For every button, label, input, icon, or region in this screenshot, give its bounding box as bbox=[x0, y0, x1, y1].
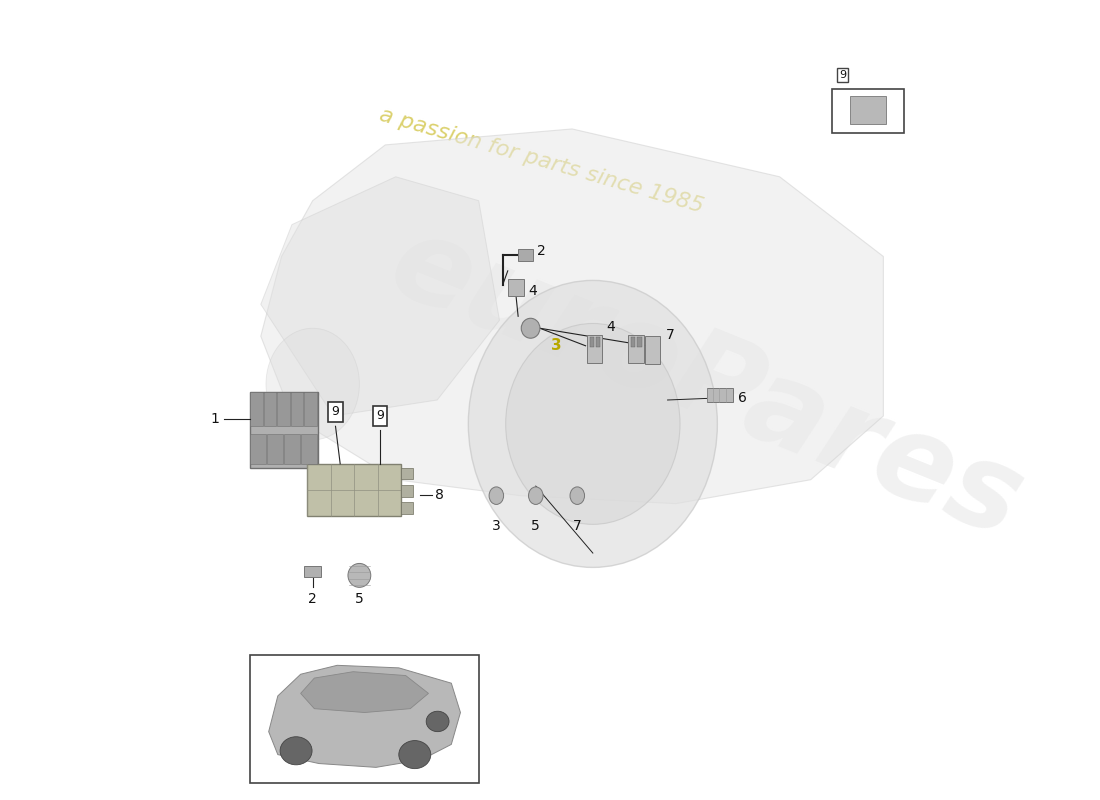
Ellipse shape bbox=[426, 711, 449, 732]
Bar bbox=[638, 337, 641, 346]
Text: a passion for parts since 1985: a passion for parts since 1985 bbox=[376, 105, 705, 217]
Bar bbox=[628, 334, 643, 362]
Text: 2: 2 bbox=[537, 244, 546, 258]
Bar bbox=[596, 337, 601, 346]
Bar bbox=[631, 337, 636, 346]
Bar bbox=[284, 434, 300, 464]
Text: 2: 2 bbox=[308, 592, 317, 606]
Text: 1: 1 bbox=[210, 411, 219, 426]
Bar bbox=[251, 392, 318, 468]
Bar bbox=[518, 249, 532, 262]
Text: 4: 4 bbox=[606, 320, 615, 334]
Polygon shape bbox=[300, 672, 429, 713]
Text: 7: 7 bbox=[666, 328, 674, 342]
Bar bbox=[305, 392, 317, 426]
Text: 3: 3 bbox=[492, 519, 500, 533]
Ellipse shape bbox=[399, 741, 431, 769]
Ellipse shape bbox=[570, 487, 584, 505]
Ellipse shape bbox=[528, 487, 543, 505]
Bar bbox=[400, 485, 414, 497]
Ellipse shape bbox=[280, 737, 312, 765]
Polygon shape bbox=[261, 129, 883, 504]
Text: 7: 7 bbox=[573, 519, 582, 533]
Ellipse shape bbox=[266, 328, 360, 440]
Bar bbox=[645, 336, 660, 364]
Bar bbox=[267, 434, 283, 464]
Text: 3: 3 bbox=[551, 338, 562, 354]
Bar bbox=[277, 392, 290, 426]
Bar bbox=[400, 502, 414, 514]
Bar bbox=[264, 392, 276, 426]
Text: 4: 4 bbox=[528, 284, 537, 298]
Bar bbox=[301, 434, 317, 464]
Ellipse shape bbox=[521, 318, 540, 338]
Bar bbox=[508, 279, 525, 296]
Text: 9: 9 bbox=[839, 70, 846, 80]
Bar bbox=[308, 464, 400, 515]
Bar bbox=[305, 566, 321, 577]
Bar bbox=[590, 337, 594, 346]
Bar bbox=[251, 655, 478, 782]
Text: 5: 5 bbox=[355, 592, 364, 606]
Bar bbox=[849, 96, 886, 124]
Bar bbox=[251, 392, 263, 426]
Polygon shape bbox=[268, 666, 461, 767]
Text: euroPares: euroPares bbox=[375, 205, 1040, 563]
Bar bbox=[251, 434, 266, 464]
Bar bbox=[586, 334, 602, 362]
Text: 6: 6 bbox=[738, 390, 747, 405]
Text: 8: 8 bbox=[436, 488, 444, 502]
Text: 5: 5 bbox=[531, 519, 540, 533]
Ellipse shape bbox=[469, 281, 717, 567]
Bar bbox=[707, 388, 733, 402]
Polygon shape bbox=[261, 177, 499, 416]
Bar bbox=[832, 89, 904, 133]
Ellipse shape bbox=[490, 487, 504, 505]
Text: 9: 9 bbox=[376, 410, 384, 422]
Bar bbox=[400, 468, 414, 479]
Ellipse shape bbox=[506, 323, 680, 524]
Ellipse shape bbox=[348, 563, 371, 587]
Bar bbox=[290, 392, 304, 426]
Text: 9: 9 bbox=[331, 406, 340, 418]
